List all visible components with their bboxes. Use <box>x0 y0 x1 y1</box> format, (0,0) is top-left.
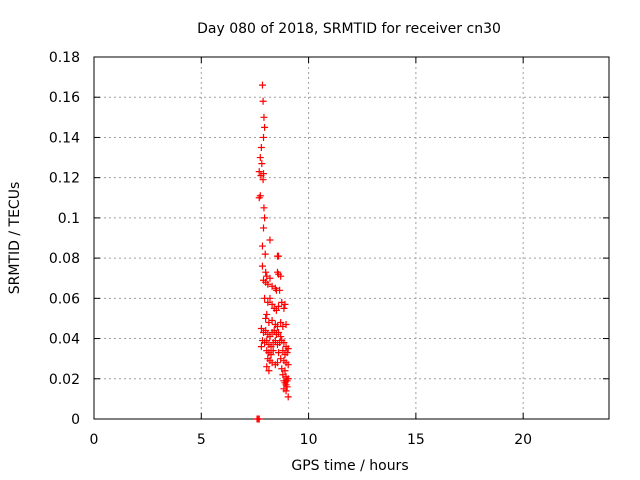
data-point <box>275 329 283 337</box>
data-point <box>261 123 269 131</box>
y-tick-label: 0.12 <box>49 171 80 187</box>
data-point <box>266 333 274 341</box>
data-point <box>271 337 279 345</box>
data-point <box>272 306 280 314</box>
y-tick-label: 0 <box>71 412 80 428</box>
x-tick-label: 5 <box>197 432 206 448</box>
data-point <box>275 349 283 357</box>
data-point <box>260 133 268 141</box>
data-point <box>260 170 268 178</box>
x-tick-labels: 0 5 10 15 20 <box>90 432 533 448</box>
data-point <box>263 310 271 318</box>
data-point <box>277 333 285 341</box>
data-point <box>258 160 266 168</box>
data-point <box>256 192 264 200</box>
data-point <box>255 168 263 176</box>
data-point <box>267 343 275 351</box>
data-point <box>256 154 264 162</box>
data-point <box>280 304 288 312</box>
data-point <box>261 214 269 222</box>
data-point <box>277 272 285 280</box>
data-point <box>280 339 288 347</box>
data-point <box>273 359 281 367</box>
y-tick-label: 0.14 <box>49 130 80 146</box>
data-point <box>276 286 284 294</box>
chart-title: Day 080 of 2018, SRMTID for receiver cn3… <box>197 21 501 37</box>
x-tick-label: 15 <box>407 432 425 448</box>
data-point <box>267 351 275 359</box>
data-point <box>260 224 268 232</box>
data-point <box>269 347 277 355</box>
data-point <box>265 367 273 375</box>
x-tick-label: 10 <box>300 432 318 448</box>
axis-ticks <box>93 56 609 420</box>
data-point <box>266 294 274 302</box>
data-point <box>268 300 276 308</box>
y-tick-label: 0.06 <box>49 291 80 307</box>
data-point <box>277 318 285 326</box>
data-point <box>284 393 292 401</box>
data-point <box>282 387 290 395</box>
data-point <box>257 144 265 151</box>
data-point <box>259 176 267 184</box>
data-point <box>260 113 268 121</box>
data-point <box>283 349 291 357</box>
y-tick-label: 0.16 <box>49 90 80 106</box>
data-point <box>257 325 265 332</box>
x-tick-label: 20 <box>514 432 532 448</box>
data-point <box>266 274 274 282</box>
data-point <box>257 343 265 351</box>
data-point <box>284 345 292 353</box>
data-point <box>258 242 266 250</box>
data-point <box>262 314 270 322</box>
data-point <box>279 347 287 355</box>
data-point <box>258 81 266 89</box>
data-point <box>263 337 271 345</box>
data-point <box>260 204 268 212</box>
data-point <box>275 252 283 260</box>
data-point <box>281 300 289 308</box>
data-point <box>264 298 272 306</box>
data-points <box>253 81 292 423</box>
data-point <box>261 250 269 258</box>
data-point <box>284 375 292 383</box>
data-point <box>262 327 270 335</box>
y-tick-label: 0.08 <box>49 251 80 267</box>
data-point <box>258 262 266 270</box>
data-point <box>284 361 292 369</box>
y-axis-label: SRMTID / TECUs <box>7 182 23 295</box>
data-point <box>270 327 278 335</box>
x-axis-label: GPS time / hours <box>291 458 408 474</box>
y-tick-label: 0.18 <box>49 50 80 66</box>
data-point <box>264 280 272 288</box>
y-tick-label: 0.04 <box>49 332 80 348</box>
data-point <box>263 363 271 371</box>
gridlines <box>94 57 609 419</box>
x-tick-label: 0 <box>90 432 99 448</box>
data-point <box>259 97 267 105</box>
plot-frame <box>93 56 610 420</box>
y-tick-labels: 0 0.02 0.04 0.06 0.08 0.1 0.12 0.14 0.16 0.18 <box>49 50 80 428</box>
data-point <box>275 302 283 310</box>
data-point <box>268 316 276 324</box>
y-tick-label: 0.02 <box>49 372 80 388</box>
y-tick-label: 0.1 <box>58 211 80 227</box>
data-point <box>266 236 274 244</box>
data-point <box>282 320 290 328</box>
data-point <box>255 415 263 423</box>
data-point <box>281 367 289 375</box>
data-point <box>262 268 270 276</box>
